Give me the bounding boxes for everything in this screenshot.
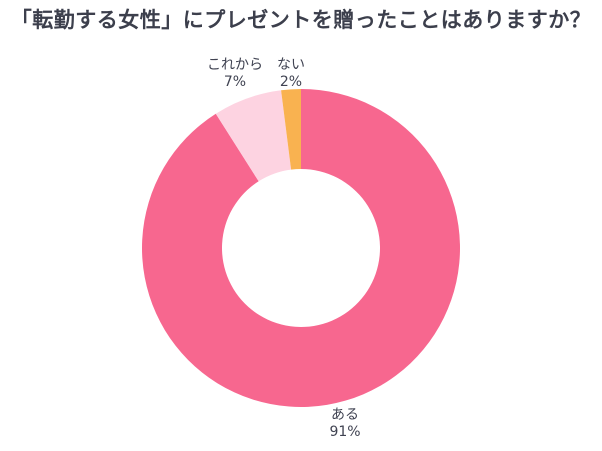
slice-label-nai: ない 2% xyxy=(271,57,311,91)
chart-title: 「転勤する女性」にプレゼントを贈ったことはありますか？ xyxy=(10,8,592,32)
slice-label-value: 2% xyxy=(279,74,303,90)
donut-slice xyxy=(281,89,301,170)
slice-label-name: ない xyxy=(277,57,305,73)
slice-label-aru: ある 91% xyxy=(320,407,370,441)
slice-label-kore-kara: これから 7% xyxy=(200,57,270,91)
donut-slice xyxy=(215,90,292,182)
slice-label-value: 7% xyxy=(223,74,247,90)
slice-label-name: これから xyxy=(207,57,263,73)
slice-label-name: ある xyxy=(331,407,359,423)
slice-label-value: 91% xyxy=(329,424,361,440)
donut-slice xyxy=(141,89,460,407)
